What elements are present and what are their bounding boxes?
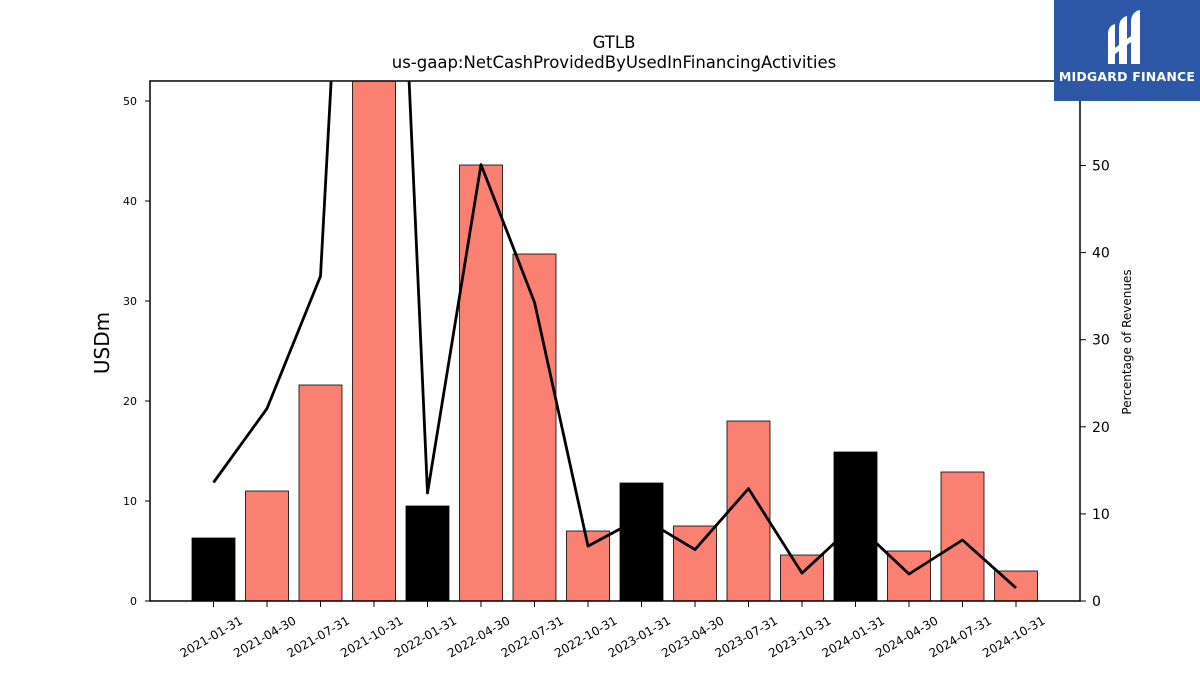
- y2-tick-label: 50: [1092, 158, 1110, 174]
- x-axis: 2021-01-312021-04-302021-07-312021-10-31…: [178, 601, 1048, 660]
- y-tick-label: 0: [130, 595, 137, 608]
- bar-2021-10-31: [352, 81, 396, 601]
- bar-2022-07-31: [512, 253, 557, 601]
- bar-2022-04-30: [459, 164, 503, 601]
- chart-title: GTLB: [593, 33, 636, 52]
- y2-axis: 0 10 20 30 40 50: [1080, 158, 1110, 610]
- bar-2023-10-31: [780, 554, 824, 601]
- logo: MIDGARD FINANCE: [1054, 0, 1200, 101]
- y2-tick-label: 10: [1092, 507, 1110, 523]
- bar-2024-07-31: [940, 471, 985, 601]
- bar-group: [191, 81, 1038, 601]
- line-group: [212, 81, 1017, 589]
- y2-axis-label: Percentage of Revenues: [1120, 269, 1134, 414]
- bar-2021-07-31: [298, 384, 343, 601]
- plot-frame: [149, 80, 1081, 602]
- chart-subtitle: us-gaap:NetCashProvidedByUsedInFinancing…: [392, 53, 836, 72]
- y-tick-label: 30: [123, 295, 137, 308]
- bar-2022-01-31: [405, 505, 450, 601]
- y2-tick-label: 0: [1092, 594, 1101, 610]
- logo-text: MIDGARD FINANCE: [1058, 69, 1196, 84]
- y-axis-label: USDm: [90, 312, 114, 374]
- y-tick-label: 40: [123, 195, 137, 208]
- bar-2023-01-31: [619, 482, 664, 601]
- bar-2023-04-30: [673, 525, 717, 601]
- bar-2024-01-31: [833, 451, 878, 601]
- y-tick-label: 20: [123, 395, 137, 408]
- logo-mark-icon: [1108, 10, 1140, 64]
- y2-tick-label: 40: [1092, 246, 1110, 262]
- y-axis: 0 10 20 30 40 50: [123, 95, 150, 608]
- y-tick-label: 50: [123, 95, 137, 108]
- pct-revenue-line: [212, 81, 1017, 589]
- y2-tick-label: 30: [1092, 333, 1110, 349]
- bar-2021-01-31: [191, 537, 236, 601]
- y-tick-label: 10: [123, 495, 137, 508]
- bar-2021-04-30: [245, 490, 289, 601]
- y2-tick-label: 20: [1092, 420, 1110, 436]
